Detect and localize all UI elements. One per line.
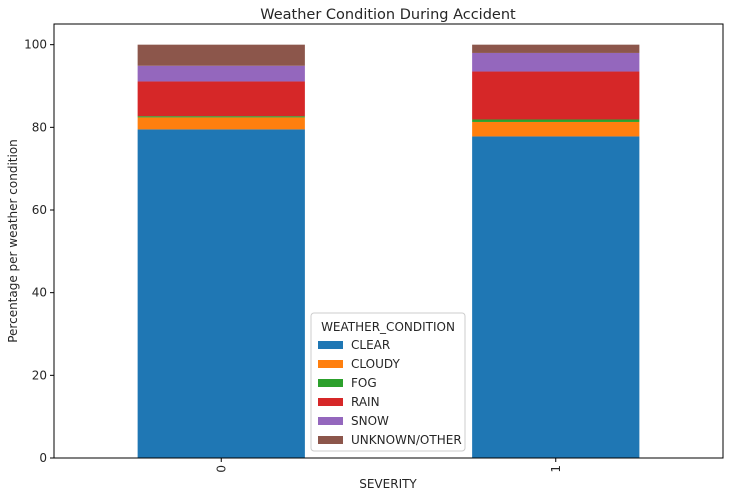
legend-label: CLOUDY (351, 357, 400, 371)
legend-swatch (318, 436, 343, 444)
y-tick-label: 80 (32, 120, 47, 134)
legend-label: SNOW (351, 414, 389, 428)
bar-segment-rain-cat-0 (137, 81, 305, 117)
y-tick-label: 100 (24, 38, 47, 52)
legend-label: CLEAR (351, 338, 390, 352)
legend-label: FOG (351, 376, 377, 390)
bars-group (137, 44, 640, 458)
bar-segment-snow-cat-0 (137, 65, 305, 82)
y-axis-label: Percentage per weather condition (6, 139, 20, 343)
chart-title: Weather Condition During Accident (260, 7, 516, 23)
x-axis-label: SEVERITY (359, 477, 417, 491)
bar-segment-clear-cat-1 (472, 136, 640, 458)
y-axis: 0 20 40 60 80 100 (24, 38, 54, 465)
legend-swatch (318, 360, 343, 368)
y-tick-label: 40 (32, 286, 47, 300)
y-tick-label: 0 (39, 451, 47, 465)
bar-segment-unknown-other-cat-0 (137, 44, 305, 66)
y-tick-label: 60 (32, 203, 47, 217)
legend: WEATHER_CONDITION CLEAR CLOUDY FOG RAIN SNOW U… (310, 312, 466, 452)
bar-segment-snow-cat-1 (472, 52, 640, 72)
bar-segment-cloudy-cat-0 (137, 117, 305, 130)
bar-segment-rain-cat-1 (472, 71, 640, 120)
legend-swatch (318, 341, 343, 349)
bar-segment-unknown-other-cat-1 (472, 44, 640, 53)
legend-label: RAIN (351, 395, 380, 409)
legend-title: WEATHER_CONDITION (321, 320, 455, 334)
legend-swatch (318, 379, 343, 387)
legend-box (310, 312, 466, 452)
y-tick-label: 20 (32, 368, 47, 382)
legend-label: UNKNOWN/OTHER (351, 433, 462, 447)
bar-segment-cloudy-cat-1 (472, 121, 640, 137)
bar-segment-fog-cat-0 (137, 116, 305, 118)
legend-swatch (318, 417, 343, 425)
bar-segment-clear-cat-0 (137, 129, 305, 458)
x-tick-label: 0 (214, 465, 228, 473)
plot-frame (53, 23, 724, 459)
bar-segment-fog-cat-1 (472, 119, 640, 122)
legend-swatch (318, 398, 343, 406)
x-tick-label: 1 (549, 465, 563, 473)
